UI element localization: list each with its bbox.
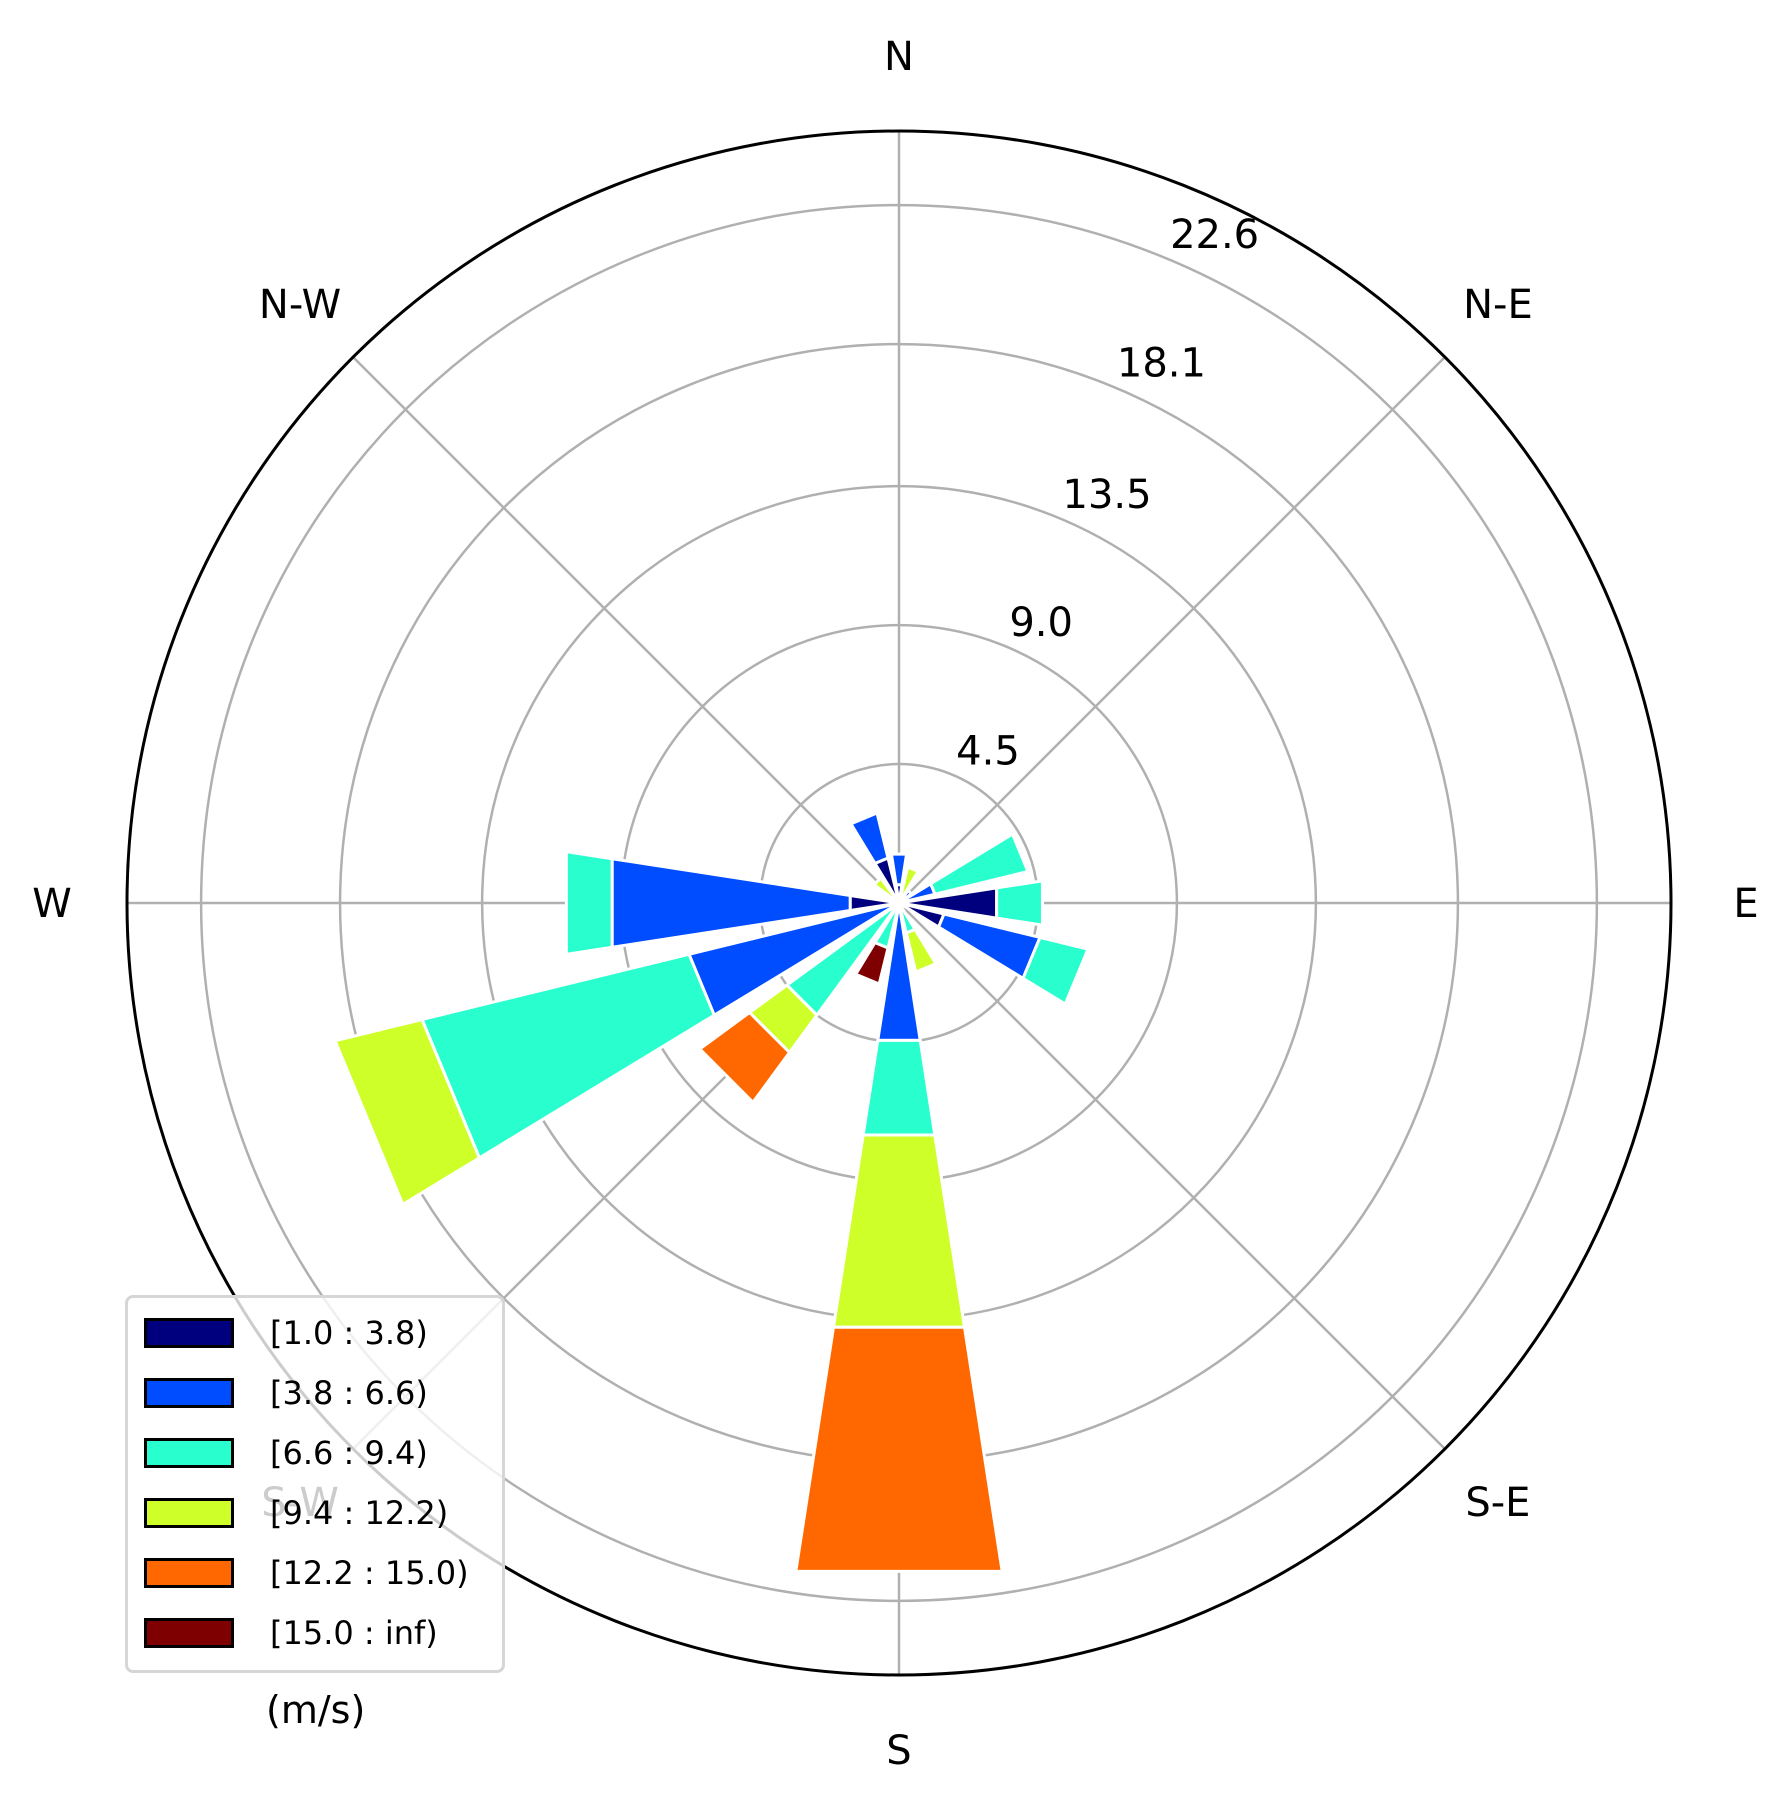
legend-label: [15.0 : inf) [270,1614,438,1652]
legend-item: [3.8 : 6.6) [128,1372,502,1432]
radial-tick-label: 18.1 [1117,341,1206,387]
radial-tick-label: 22.6 [1170,212,1259,258]
windrose-bar-segment [904,927,939,975]
radial-tick-label: 9.0 [1009,600,1073,646]
legend: [1.0 : 3.8) [3.8 : 6.6) [6.6 : 9.4) [9.4 : … [125,1295,505,1673]
windrose-bar-segment [1021,935,1091,1007]
direction-label: S-E [1465,1480,1530,1526]
legend-swatch [144,1498,234,1528]
windrose-bar-segment [831,1133,967,1329]
legend-item: [12.2 : 15.0) [128,1552,502,1612]
grid-spoke [898,356,1446,904]
radial-tick-label: 13.5 [1063,472,1152,518]
legend-swatch [144,1318,234,1348]
legend-label: [9.4 : 12.2) [270,1494,449,1532]
units-label: (m/s) [266,1688,366,1732]
radial-tick-label: 4.5 [956,729,1020,775]
windrose-bar-segment [332,1017,482,1207]
legend-swatch [144,1618,234,1648]
legend-item: [6.6 : 9.4) [128,1432,502,1492]
windrose-bar-segment [853,940,890,987]
windrose-bar-segment [848,810,890,866]
windrose-bar-segment [889,852,909,887]
windrose-bar-segment [995,879,1044,927]
legend-label: [6.6 : 9.4) [270,1434,428,1472]
direction-label: W [32,881,72,927]
direction-label: N-E [1463,282,1533,328]
direction-label: N [884,34,914,80]
legend-swatch [144,1558,234,1588]
windrose-bars [332,810,1091,1573]
legend-item: [15.0 : inf) [128,1612,502,1672]
windrose-bar-segment [794,1325,1004,1573]
outer-frame-circle [125,129,1673,1677]
radial-tick-labels: 4.5 9.0 13.5 18.1 22.6 [956,212,1259,774]
legend-item: [1.0 : 3.8) [128,1312,502,1372]
legend-label: [1.0 : 3.8) [270,1314,428,1352]
direction-labels: NN-EES-ESS-WWN-W [32,34,1758,1774]
direction-label: N-W [259,282,341,328]
grid-spoke [352,356,900,904]
legend-item: [9.4 : 12.2) [128,1492,502,1552]
direction-label: S [886,1728,911,1774]
legend-label: [3.8 : 6.6) [270,1374,428,1412]
grid-spoke [898,902,1446,1450]
windrose-bar-segment [861,1038,937,1137]
direction-label: E [1733,881,1758,927]
windrose-bar-segment [564,849,614,957]
legend-swatch [144,1378,234,1408]
legend-swatch [144,1438,234,1468]
legend-label: [12.2 : 15.0) [270,1554,469,1592]
windrose-bar-segment [697,1010,792,1105]
windrose-bar-segment [928,831,1031,896]
